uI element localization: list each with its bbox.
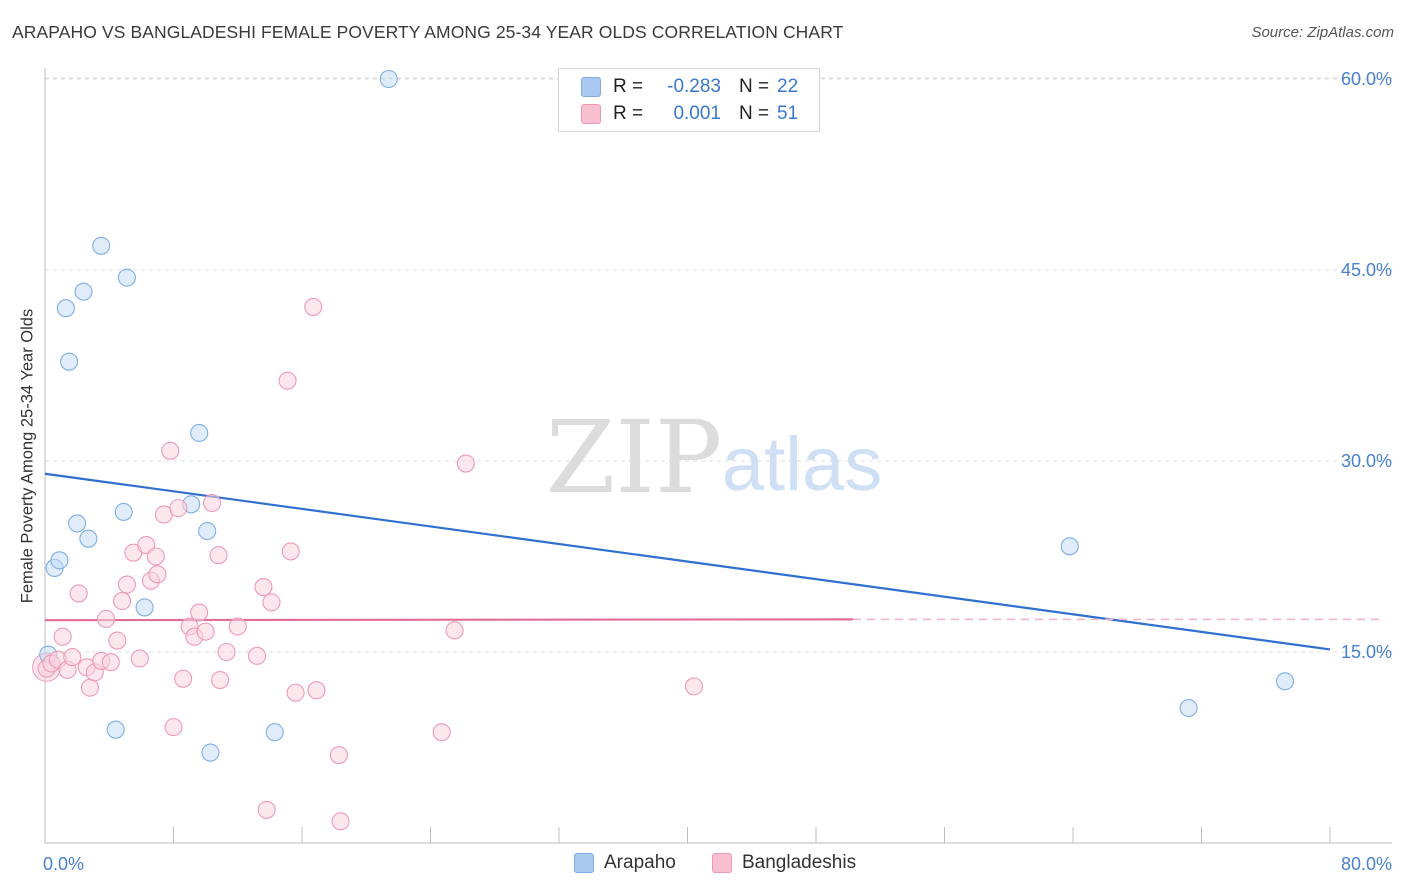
data-point-arapaho-13 [190,423,209,443]
data-point-bangladeshis-17 [130,649,149,668]
data-point-bangladeshis-41 [281,542,300,561]
axes [44,68,1392,844]
trend-lines [44,472,1385,651]
data-point-arapaho-11 [117,268,136,287]
data-point-bangladeshis-36 [247,646,267,665]
legend-n-value: 51 [777,103,799,124]
legend-r-value: -0.283 [667,76,721,97]
data-point-arapaho-10 [114,502,133,521]
data-point-bangladeshis-14 [113,592,132,611]
legend-swatch-arapaho [574,853,594,873]
data-point-bangladeshis-49 [456,454,475,473]
x-tick-labels: 0.0% 80.0% [43,854,1392,874]
watermark-atlas: atlas [722,422,883,507]
x-tick-label-max: 80.0% [1341,854,1392,874]
legend-item-bangladeshis[interactable]: Bangladeshis [712,852,856,874]
data-point-bangladeshis-50 [684,677,703,696]
data-point-bangladeshis-38 [257,800,276,819]
data-point-arapaho-5 [68,514,87,533]
data-point-bangladeshis-42 [286,683,305,702]
data-point-bangladeshis-5 [63,648,82,667]
legend-n-label: N = [739,76,770,97]
data-point-bangladeshis-23 [161,441,180,460]
data-point-bangladeshis-33 [211,670,230,690]
legend-r-label: R = [613,103,644,124]
data-point-bangladeshis-34 [217,642,236,662]
data-point-arapaho-7 [79,529,98,548]
data-points [32,69,1295,831]
trend-line-bangladeshis [44,618,853,622]
y-tick-label-15: 15.0% [1341,642,1392,662]
data-point-bangladeshis-13 [108,631,127,650]
watermark-zip: ZIP [546,399,722,516]
y-tick-label-60: 60.0% [1341,69,1392,89]
data-point-bangladeshis-20 [148,565,167,584]
y-tick-labels: 15.0% 30.0% 45.0% 60.0% [1341,69,1392,662]
watermark: ZIP atlas [546,399,882,516]
data-point-bangladeshis-30 [196,622,215,641]
legend-r-value: 0.001 [673,103,721,124]
data-point-bangladeshis-12 [101,653,120,672]
data-point-bangladeshis-11 [96,609,116,628]
series-legend: Arapaho Bangladeshis [0,852,1406,878]
data-point-bangladeshis-15 [117,575,136,594]
legend-item-arapaho[interactable]: Arapaho [574,852,676,874]
data-point-arapaho-16 [201,743,220,762]
data-point-arapaho-20 [1179,698,1198,718]
data-point-arapaho-15 [198,521,217,541]
correlation-legend: R = -0.283 N = 22 R = 0.001 N = 51 [558,68,820,132]
data-point-arapaho-3 [56,299,75,318]
trend-line-arapaho [44,472,1331,651]
data-point-arapaho-18 [379,69,398,89]
chart-title: ARAPAHO VS BANGLADESHI FEMALE POVERTY AM… [12,22,844,42]
data-point-bangladeshis-21 [146,547,165,566]
legend-n-value: 22 [777,76,799,97]
legend-row-bangladeshis: R = 0.001 N = 51 [581,102,798,126]
data-point-bangladeshis-40 [278,371,297,390]
legend-swatch-bangladeshis [581,104,601,124]
data-point-bangladeshis-47 [432,723,451,742]
data-point-arapaho-2 [50,551,69,570]
data-point-arapaho-17 [265,723,284,742]
data-point-bangladeshis-35 [228,617,247,636]
data-point-bangladeshis-26 [174,669,193,688]
data-point-arapaho-8 [92,236,111,255]
data-point-arapaho-12 [135,598,154,617]
legend-label-arapaho: Arapaho [604,852,676,873]
data-point-bangladeshis-44 [307,681,326,700]
data-point-arapaho-19 [1060,537,1079,556]
data-point-bangladeshis-39 [262,593,281,612]
legend-swatch-bangladeshis [712,853,732,873]
legend-n-label: N = [739,103,770,124]
y-axis-label: Female Poverty Among 25-34 Year Olds [18,308,37,604]
y-tick-label-45: 45.0% [1341,260,1392,280]
data-point-bangladeshis-45 [329,746,348,765]
legend-r-label: R = [613,76,644,97]
data-point-bangladeshis-24 [164,718,183,737]
legend-row-arapaho: R = -0.283 N = 22 [581,75,798,99]
data-point-bangladeshis-32 [209,546,228,565]
data-point-bangladeshis-43 [304,297,323,316]
legend-label-bangladeshis: Bangladeshis [742,852,857,873]
data-point-bangladeshis-6 [69,584,88,603]
data-point-arapaho-21 [1275,672,1295,691]
y-tick-label-30: 30.0% [1341,451,1392,471]
data-point-bangladeshis-29 [190,603,209,622]
x-tick-label-min: 0.0% [43,854,84,874]
data-point-bangladeshis-46 [331,812,350,831]
data-point-bangladeshis-3 [53,627,72,646]
data-point-bangladeshis-48 [445,621,464,640]
data-point-bangladeshis-37 [254,578,273,597]
legend-swatch-arapaho [581,77,601,97]
data-point-bangladeshis-31 [203,493,222,513]
source-label: Source: ZipAtlas.com [1251,24,1394,41]
data-point-bangladeshis-8 [80,678,100,697]
data-point-arapaho-9 [106,720,125,739]
data-point-arapaho-4 [60,352,79,371]
data-point-bangladeshis-25 [169,499,188,518]
data-point-arapaho-6 [74,282,93,301]
